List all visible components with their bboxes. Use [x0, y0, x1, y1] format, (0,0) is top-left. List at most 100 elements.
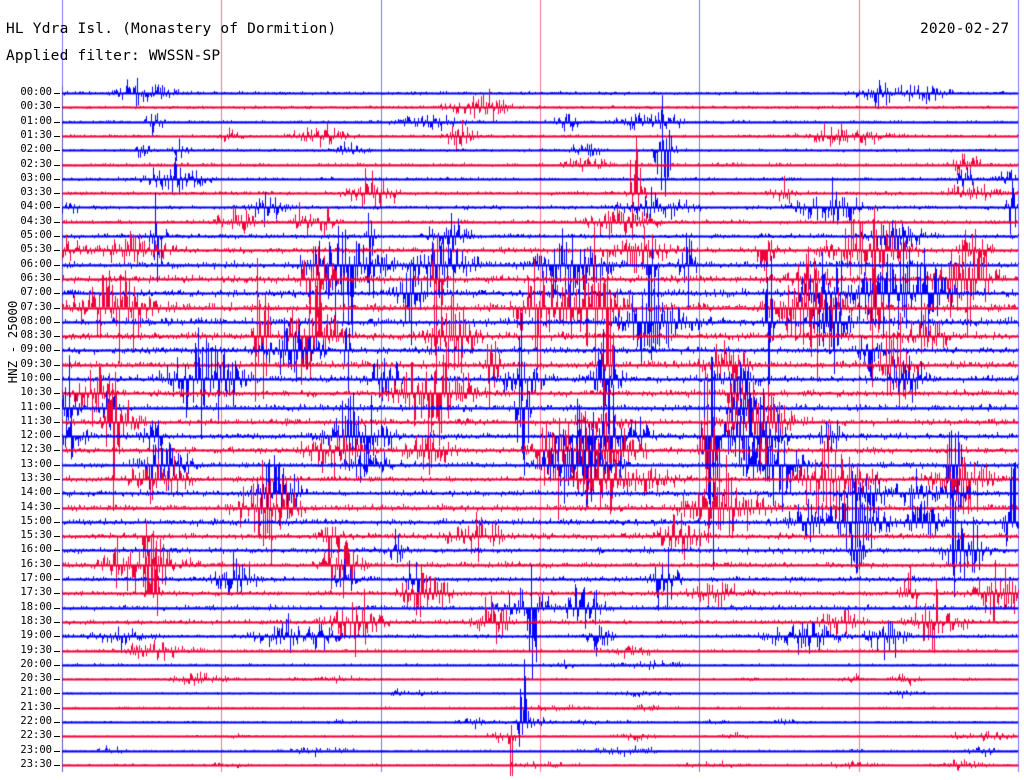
time-tick-label: 03:00	[20, 171, 52, 184]
time-tick-mark	[54, 536, 60, 537]
time-tick-mark	[54, 608, 60, 609]
time-tick-mark	[54, 122, 60, 123]
time-tick-mark	[54, 193, 60, 194]
time-tick-mark	[54, 436, 60, 437]
time-tick-mark	[54, 693, 60, 694]
time-tick-label: 05:30	[20, 243, 52, 256]
time-tick-label: 17:00	[20, 572, 52, 585]
time-tick-mark	[54, 107, 60, 108]
time-tick-label: 18:30	[20, 614, 52, 627]
time-tick-mark	[54, 308, 60, 309]
time-tick-label: 21:00	[20, 686, 52, 699]
time-tick-label: 15:00	[20, 514, 52, 527]
time-tick-mark	[54, 150, 60, 151]
time-tick-label: 14:00	[20, 486, 52, 499]
time-tick-label: 09:00	[20, 343, 52, 356]
time-tick-mark	[54, 651, 60, 652]
time-tick-mark	[54, 550, 60, 551]
time-tick-label: 08:30	[20, 329, 52, 342]
time-tick-label: 16:30	[20, 557, 52, 570]
time-tick-label: 01:00	[20, 114, 52, 127]
time-tick-mark	[54, 379, 60, 380]
time-tick-label: 06:30	[20, 271, 52, 284]
time-tick-label: 07:30	[20, 300, 52, 313]
time-tick-mark	[54, 593, 60, 594]
time-tick-label: 02:30	[20, 157, 52, 170]
time-tick-label: 00:30	[20, 100, 52, 113]
time-tick-mark	[54, 165, 60, 166]
time-tick-mark	[54, 293, 60, 294]
time-tick-label: 11:00	[20, 400, 52, 413]
time-tick-mark	[54, 393, 60, 394]
time-tick-label: 21:30	[20, 700, 52, 713]
time-tick-label: 20:00	[20, 657, 52, 670]
time-tick-label: 05:00	[20, 229, 52, 242]
time-tick-mark	[54, 350, 60, 351]
time-tick-mark	[54, 665, 60, 666]
time-tick-label: 11:30	[20, 414, 52, 427]
time-tick-label: 03:30	[20, 186, 52, 199]
time-tick-mark	[54, 450, 60, 451]
time-tick-mark	[54, 636, 60, 637]
time-tick-mark	[54, 579, 60, 580]
time-tick-mark	[54, 322, 60, 323]
time-axis: 00:00 00:30 01:00 01:30 02:00 02:30 03:00 03:30…	[0, 0, 62, 780]
time-tick-label: 12:30	[20, 443, 52, 456]
time-tick-label: 12:00	[20, 429, 52, 442]
time-tick-mark	[54, 207, 60, 208]
time-tick-label: 08:00	[20, 314, 52, 327]
time-tick-label: 09:30	[20, 357, 52, 370]
time-tick-mark	[54, 479, 60, 480]
time-tick-label: 01:30	[20, 129, 52, 142]
page-title: HL Ydra Isl. (Monastery of Dormition)	[6, 21, 337, 37]
time-tick-label: 18:00	[20, 600, 52, 613]
time-tick-mark	[54, 136, 60, 137]
time-tick-label: 19:30	[20, 643, 52, 656]
time-tick-mark	[54, 708, 60, 709]
applied-filter-label: Applied filter: WWSSN-SP	[6, 48, 221, 64]
time-tick-mark	[54, 522, 60, 523]
time-tick-mark	[54, 93, 60, 94]
time-tick-label: 07:00	[20, 286, 52, 299]
time-tick-mark	[54, 765, 60, 766]
time-tick-label: 22:30	[20, 729, 52, 742]
time-tick-mark	[54, 336, 60, 337]
time-tick-mark	[54, 508, 60, 509]
time-tick-mark	[54, 736, 60, 737]
time-tick-label: 22:00	[20, 714, 52, 727]
time-tick-label: 04:00	[20, 200, 52, 213]
time-tick-mark	[54, 622, 60, 623]
time-tick-mark	[54, 408, 60, 409]
time-tick-label: 04:30	[20, 214, 52, 227]
time-tick-label: 10:00	[20, 371, 52, 384]
time-tick-label: 23:00	[20, 743, 52, 756]
time-tick-mark	[54, 265, 60, 266]
time-tick-mark	[54, 565, 60, 566]
time-tick-label: 10:30	[20, 386, 52, 399]
time-tick-mark	[54, 722, 60, 723]
time-tick-mark	[54, 236, 60, 237]
time-tick-mark	[54, 493, 60, 494]
time-tick-mark	[54, 222, 60, 223]
time-tick-label: 15:30	[20, 529, 52, 542]
time-tick-label: 13:00	[20, 457, 52, 470]
time-tick-mark	[54, 751, 60, 752]
time-tick-label: 23:30	[20, 757, 52, 770]
time-tick-mark	[54, 679, 60, 680]
time-tick-mark	[54, 250, 60, 251]
time-tick-label: 19:00	[20, 629, 52, 642]
date-label: 2020-02-27	[920, 21, 1010, 37]
time-tick-label: 20:30	[20, 672, 52, 685]
time-tick-mark	[54, 279, 60, 280]
time-tick-label: 06:00	[20, 257, 52, 270]
time-tick-mark	[54, 422, 60, 423]
time-tick-label: 17:30	[20, 586, 52, 599]
time-tick-label: 14:30	[20, 500, 52, 513]
time-tick-mark	[54, 465, 60, 466]
time-tick-label: 16:00	[20, 543, 52, 556]
time-tick-mark	[54, 365, 60, 366]
time-tick-label: 00:00	[20, 86, 52, 99]
time-tick-label: 13:30	[20, 472, 52, 485]
